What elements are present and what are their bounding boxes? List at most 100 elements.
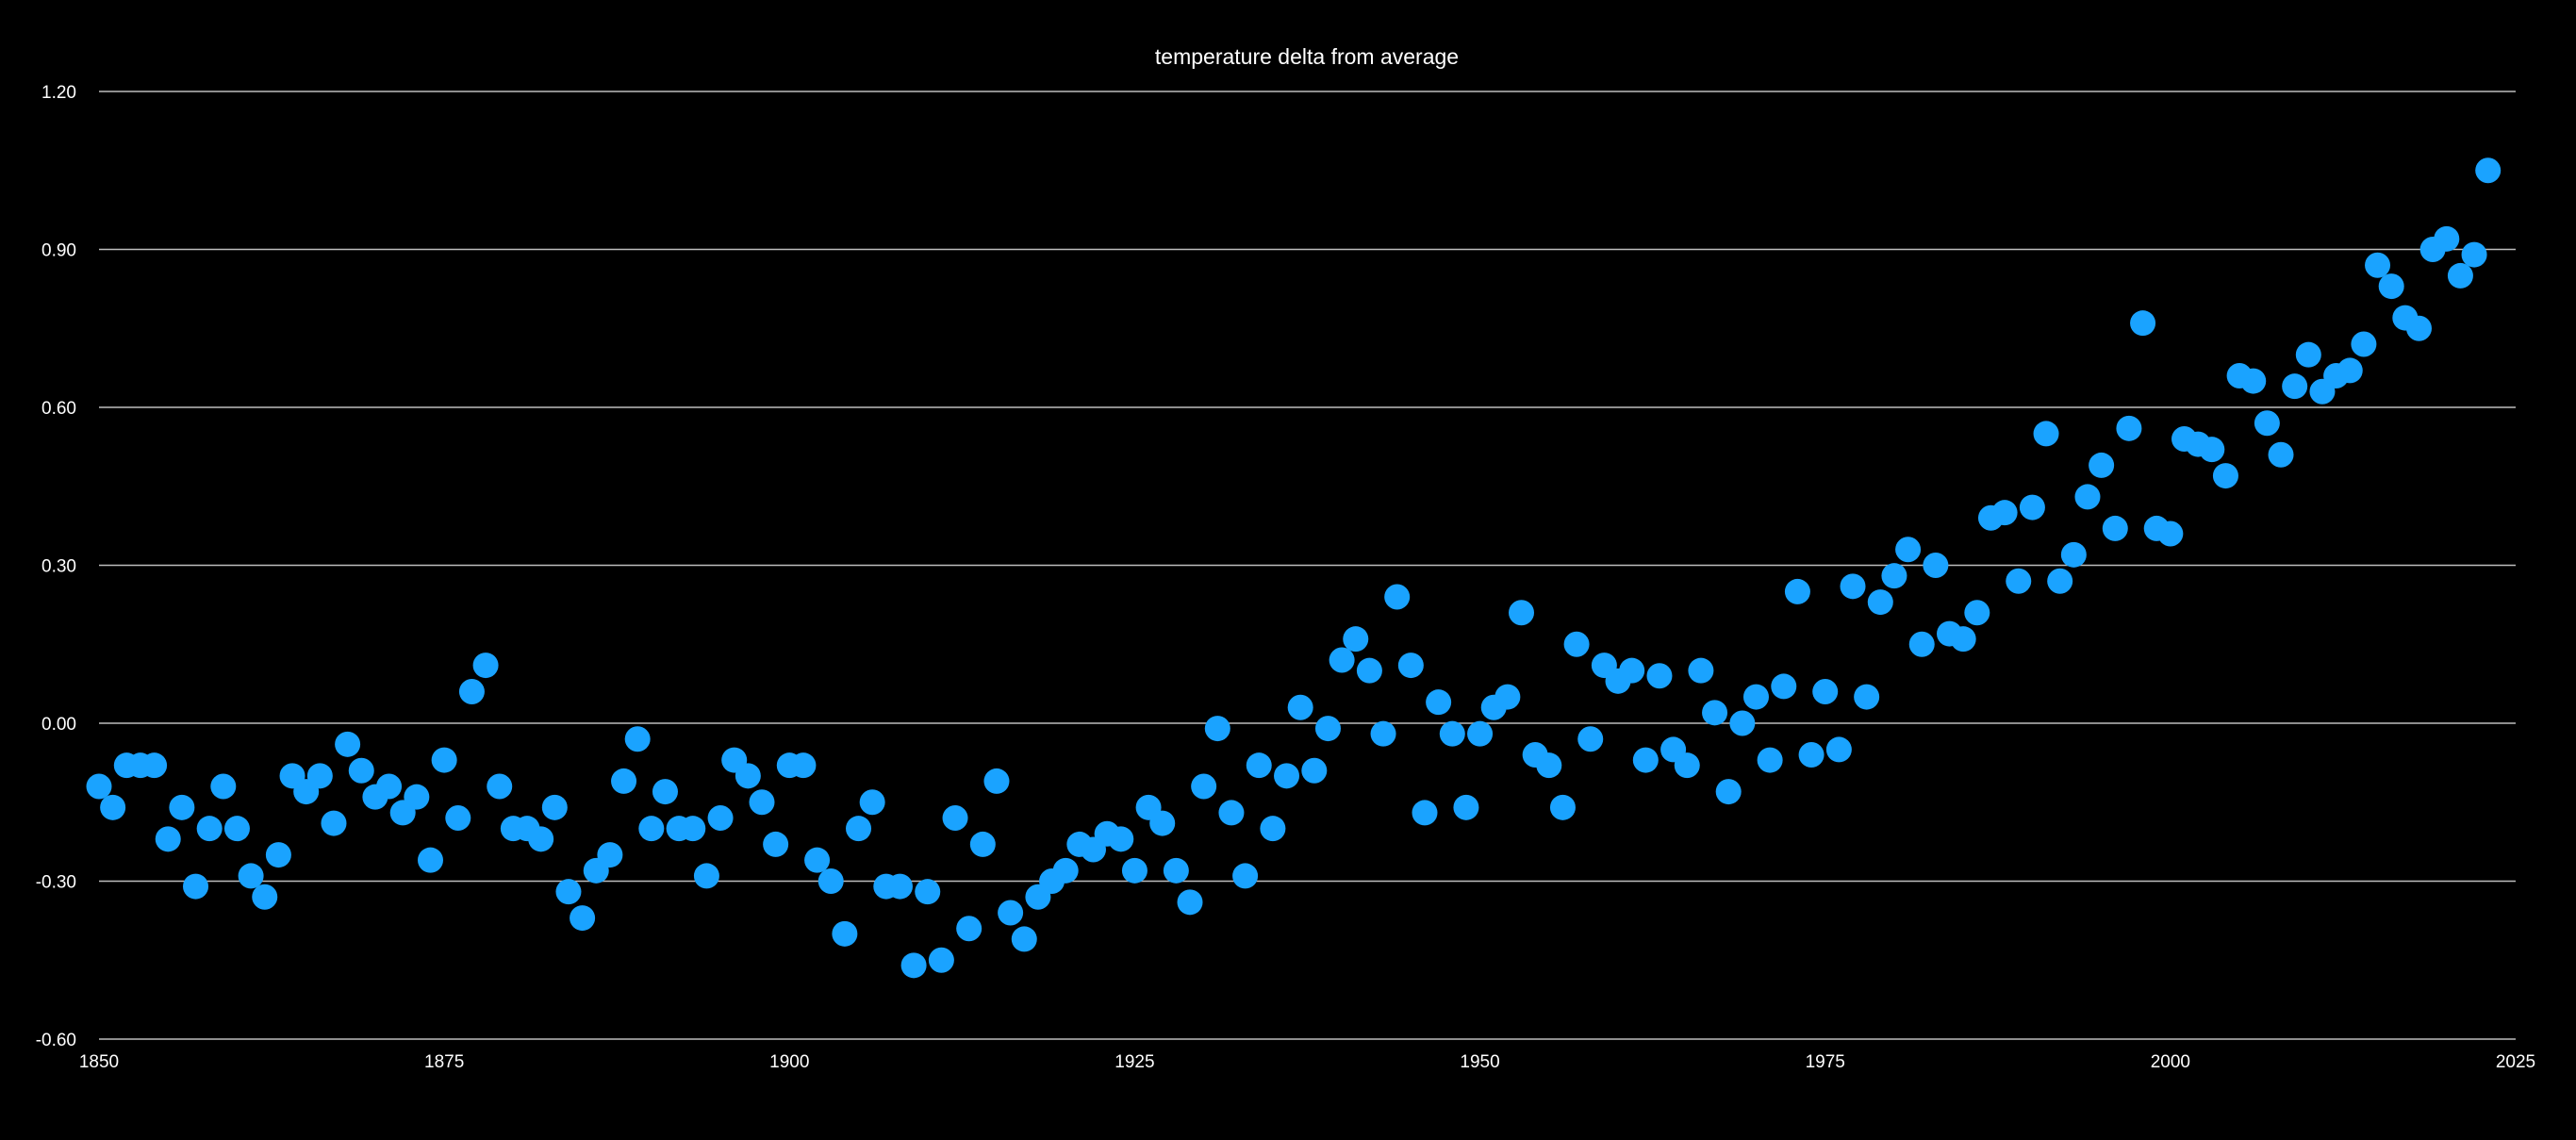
data-point [2006, 568, 2032, 594]
data-point [2434, 225, 2460, 252]
x-tick-label: 2025 [2496, 1052, 2535, 1072]
gridlines [99, 91, 2516, 1040]
data-point [1343, 626, 1369, 653]
data-point [86, 773, 112, 800]
data-point [2405, 315, 2432, 341]
data-point [1950, 626, 1976, 653]
data-point [2337, 357, 2363, 384]
data-point [528, 826, 554, 852]
data-point [265, 842, 291, 868]
data-point [2212, 463, 2238, 489]
data-point [1923, 553, 1949, 578]
data-point [956, 916, 983, 942]
data-point [1426, 689, 1452, 716]
data-point [1729, 710, 1756, 736]
data-point [983, 768, 1010, 794]
data-point [1163, 857, 1189, 884]
data-point [1577, 726, 1604, 752]
data-point [942, 805, 968, 831]
data-point [223, 816, 250, 842]
data-point [1674, 752, 1700, 779]
data-point [1397, 653, 1424, 679]
data-point [321, 810, 347, 836]
x-tick-label: 1950 [1460, 1052, 1499, 1072]
data-point [2254, 410, 2280, 437]
data-point [1867, 589, 1893, 616]
data-point [1246, 752, 1272, 779]
data-point [1494, 684, 1521, 710]
data-point [1964, 600, 1990, 626]
data-point [1742, 684, 1769, 710]
data-point [1177, 889, 1203, 916]
data-point [1412, 800, 1438, 826]
x-tick-label: 1925 [1115, 1052, 1154, 1072]
data-point [1384, 584, 1411, 610]
data-point [1549, 794, 1576, 820]
x-tick-label: 1875 [424, 1052, 464, 1072]
data-point [1149, 810, 1176, 836]
data-point [1991, 500, 2018, 526]
data-point [597, 842, 623, 868]
data-point [846, 816, 872, 842]
data-point [749, 789, 775, 816]
data-point [763, 831, 789, 857]
data-point [2116, 415, 2142, 441]
data-point [1191, 773, 1217, 800]
data-point [2033, 421, 2059, 447]
data-point [1881, 563, 1907, 589]
data-point [570, 905, 596, 932]
data-point [1536, 752, 1562, 779]
data-point [1329, 647, 1355, 673]
data-point [1757, 747, 1783, 773]
data-point [1908, 631, 1935, 657]
data-point [680, 816, 706, 842]
data-point [611, 768, 637, 794]
y-tick-label: 0.60 [41, 399, 76, 419]
y-tick-label: 1.20 [41, 83, 76, 103]
data-point [141, 752, 168, 779]
data-point [2060, 541, 2087, 568]
data-point [1771, 673, 1797, 700]
data-point [2047, 568, 2073, 594]
data-point [1439, 720, 1465, 747]
data-point [417, 847, 443, 873]
data-point [638, 816, 665, 842]
data-point [1218, 800, 1245, 826]
data-point [487, 773, 513, 800]
data-point [1121, 857, 1148, 884]
data-point [804, 847, 831, 873]
data-point [1715, 779, 1742, 805]
data-point [2268, 441, 2294, 468]
data-point [1453, 794, 1479, 820]
data-point [238, 863, 264, 889]
data-point [735, 763, 761, 789]
data-point [1840, 573, 1866, 600]
data-point [445, 805, 471, 831]
data-point [1784, 578, 1810, 604]
data-point [458, 679, 485, 704]
data-point [1509, 600, 1535, 626]
data-point [306, 763, 333, 789]
data-point [1688, 657, 1714, 684]
data-point [2199, 437, 2225, 463]
data-point [832, 920, 858, 947]
data-point [555, 879, 582, 905]
data-point [2282, 373, 2308, 400]
data-point [693, 863, 719, 889]
data-point [1356, 657, 1382, 684]
data-point [169, 794, 195, 820]
data-point [1646, 663, 1673, 689]
data-point [624, 726, 651, 752]
data-point [1895, 537, 1922, 563]
data-point [1467, 720, 1494, 747]
data-point [472, 653, 499, 679]
data-point [1108, 826, 1134, 852]
data-point [1204, 716, 1230, 742]
data-point [1619, 657, 1645, 684]
data-point [1052, 857, 1079, 884]
data-point [1702, 700, 1728, 726]
data-point [817, 868, 844, 894]
y-tick-label: -0.60 [36, 1031, 76, 1050]
data-point [1632, 747, 1659, 773]
data-point [2240, 368, 2267, 394]
